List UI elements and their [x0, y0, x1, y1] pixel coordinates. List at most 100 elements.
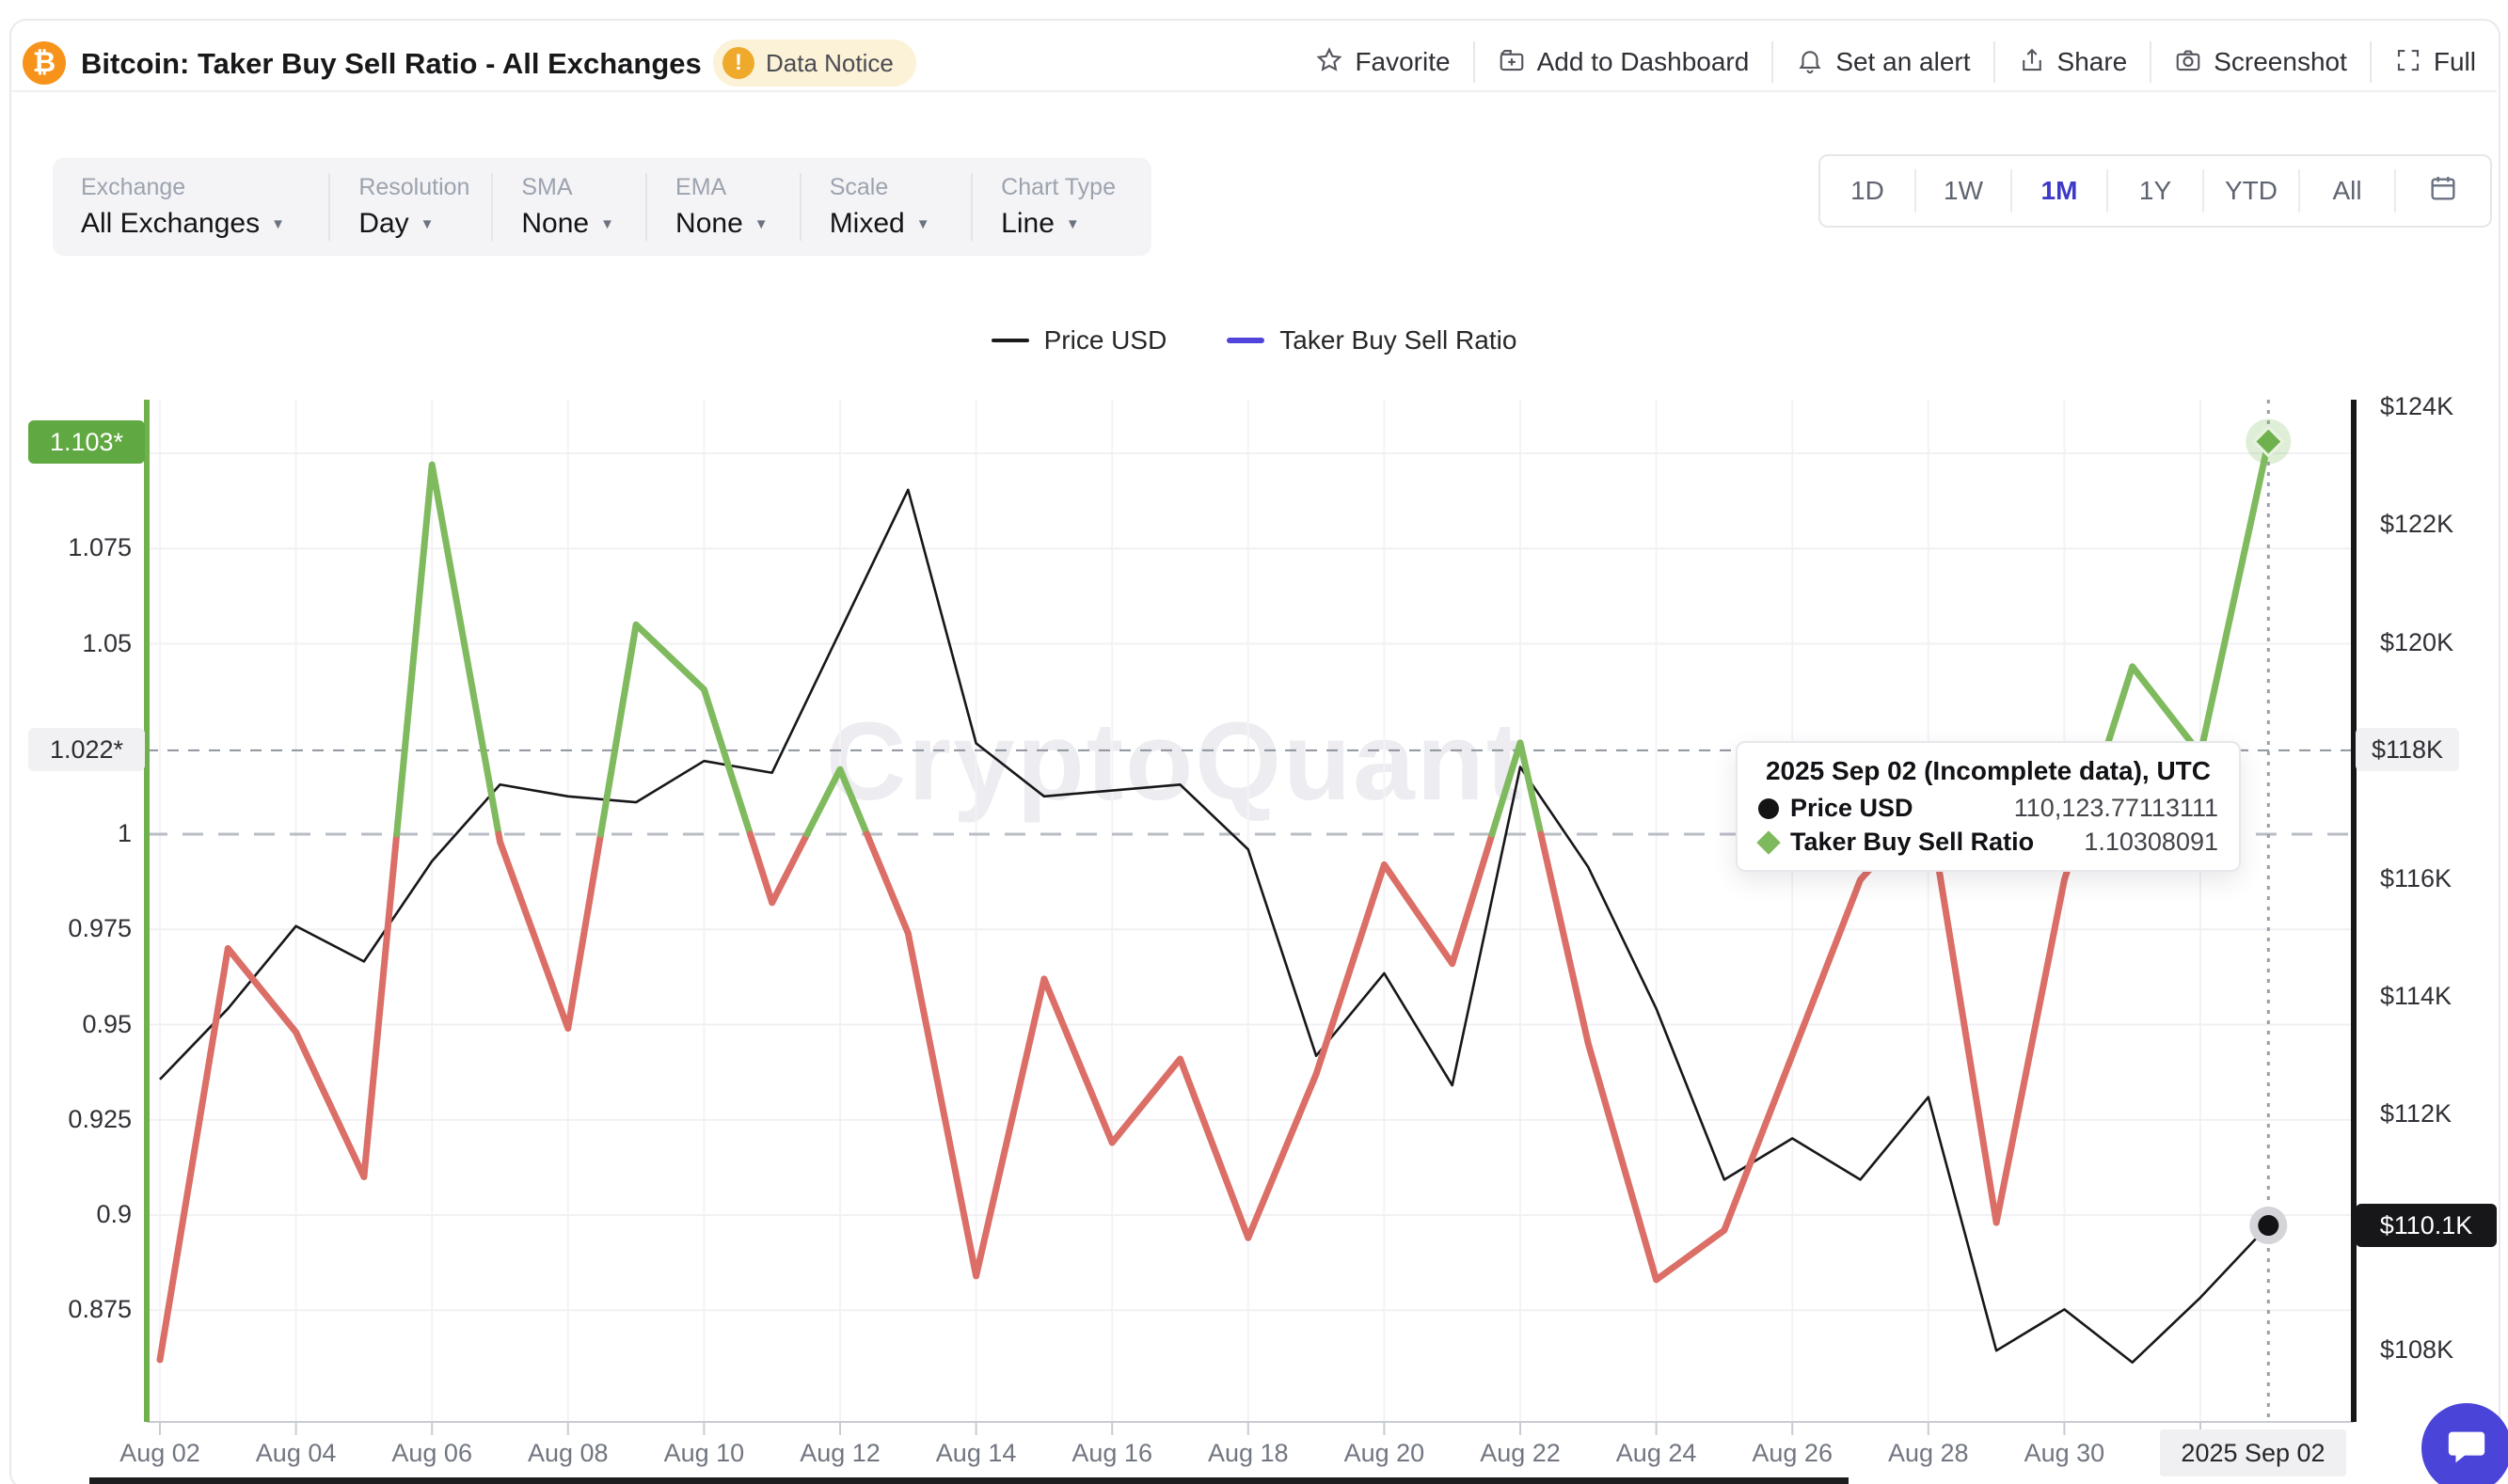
chart-type-value: Line	[1001, 208, 1055, 239]
tooltip-price-value: 110,123.77113111	[2013, 794, 2218, 822]
fullscreen-icon	[2394, 46, 2422, 79]
ratio-line-below-1	[1537, 830, 1905, 1284]
tooltip-date: 2025 Sep 02 (Incomplete data), UTC	[1765, 756, 2212, 785]
price-dot-marker	[2258, 1215, 2279, 1237]
range-1d[interactable]: 1D	[1850, 176, 1884, 205]
ratio-line-above-1	[1488, 739, 1545, 838]
data-notice-badge[interactable]: ! Data Notice	[713, 39, 916, 87]
scale-dropdown[interactable]: Scale Mixed ▼	[799, 173, 971, 241]
fullscreen-button[interactable]: Full	[2394, 46, 2476, 79]
chart-tooltip: 2025 Sep 02 (Incomplete data), UTC Price…	[1736, 741, 2241, 872]
sma-value: None	[521, 208, 590, 239]
ratio-line-below-1	[864, 830, 1496, 1280]
screenshot-button[interactable]: Screenshot	[2174, 46, 2347, 79]
add-to-dashboard-label: Add to Dashboard	[1536, 47, 1750, 76]
chevron-down-icon: ▼	[1065, 215, 1080, 232]
cryptoquant-watermark: CryptoQuant	[826, 700, 1526, 824]
time-range-selector: 1D 1W 1M 1Y YTD All	[1818, 154, 2492, 228]
crosshair-date-badge: 2025 Sep 02	[2160, 1429, 2346, 1476]
divider	[2369, 41, 2372, 83]
sma-label: SMA	[521, 174, 573, 200]
add-to-dashboard-button[interactable]: Add to Dashboard	[1498, 46, 1750, 79]
price-average-badge: $118K	[2356, 728, 2459, 771]
chat-widget-button[interactable]	[2421, 1403, 2508, 1484]
chart-settings-toolbar: Exchange All Exchanges ▼ Resolution Day ▼ …	[53, 158, 1151, 256]
resolution-label: Resolution	[358, 174, 470, 200]
ratio-line-above-1	[597, 621, 754, 838]
scale-value: Mixed	[829, 208, 905, 239]
resolution-value: Day	[358, 208, 409, 239]
legend-price-usd[interactable]: Price USD	[991, 325, 1167, 355]
ema-value: None	[675, 208, 743, 239]
chevron-down-icon: ▼	[600, 215, 614, 232]
range-1m-selected[interactable]: 1M	[2010, 169, 2106, 213]
sma-dropdown[interactable]: SMA None ▼	[491, 173, 645, 241]
set-alert-button[interactable]: Set an alert	[1796, 46, 1971, 79]
tooltip-price-label: Price USD	[1790, 794, 1913, 822]
tooltip-ratio-value: 1.10308091	[2084, 828, 2218, 856]
data-notice-label: Data Notice	[766, 48, 894, 77]
page-title: Bitcoin: Taker Buy Sell Ratio - All Exch…	[81, 47, 702, 80]
ratio-line-below-1	[1929, 830, 2083, 1226]
header-separator	[11, 90, 2497, 92]
range-all[interactable]: All	[2298, 169, 2394, 213]
divider	[2150, 41, 2152, 83]
range-1y[interactable]: 1Y	[2106, 169, 2202, 213]
divider	[1472, 41, 1475, 83]
range-1w[interactable]: 1W	[1914, 169, 2010, 213]
price-line-swatch	[991, 339, 1029, 342]
tooltip-ratio-row: Taker Buy Sell Ratio 1.10308091	[1756, 828, 2218, 857]
star-icon	[1315, 46, 1343, 79]
exclamation-icon: !	[722, 47, 754, 79]
share-button[interactable]: Share	[2018, 46, 2128, 79]
header-actions: Favorite Add to Dashboard Set an alert S…	[1315, 38, 2476, 87]
legend-price-label: Price USD	[1043, 325, 1167, 355]
divider	[1771, 41, 1774, 83]
share-icon	[2018, 46, 2046, 79]
scale-label: Scale	[829, 174, 889, 200]
divider	[1992, 41, 1995, 83]
ratio-diamond-marker	[2252, 425, 2285, 458]
share-label: Share	[2056, 47, 2128, 76]
ratio-current-value-badge: 1.103*	[28, 420, 145, 464]
exchange-value: All Exchanges	[81, 208, 261, 239]
favorite-button[interactable]: Favorite	[1315, 46, 1451, 79]
dashboard-add-icon	[1498, 46, 1526, 79]
ratio-line-swatch	[1227, 338, 1265, 343]
chevron-down-icon: ▼	[420, 215, 435, 232]
exchange-dropdown[interactable]: Exchange All Exchanges ▼	[53, 173, 328, 241]
price-dot-icon	[1758, 797, 1779, 819]
legend-ratio-label: Taker Buy Sell Ratio	[1279, 325, 1517, 355]
price-usd-line	[159, 488, 2270, 1365]
range-ytd[interactable]: YTD	[2202, 169, 2298, 213]
set-alert-label: Set an alert	[1835, 47, 1971, 76]
bell-icon	[1796, 46, 1824, 79]
resolution-dropdown[interactable]: Resolution Day ▼	[328, 173, 491, 241]
ema-label: EMA	[675, 174, 727, 200]
ratio-line-above-1	[803, 766, 871, 838]
screenshot-label: Screenshot	[2214, 47, 2347, 76]
ratio-line-above-1	[393, 461, 502, 838]
exchange-label: Exchange	[81, 174, 186, 200]
chart-type-dropdown[interactable]: Chart Type Line ▼	[971, 173, 1151, 241]
ratio-diamond-icon	[1756, 829, 1781, 855]
calendar-icon	[2428, 173, 2458, 210]
ratio-line-below-1	[746, 830, 811, 907]
chevron-down-icon: ▼	[915, 215, 930, 232]
calendar-button[interactable]	[2394, 169, 2490, 213]
chat-icon	[2445, 1425, 2488, 1473]
tooltip-price-row: Price USD 110,123.77113111	[1758, 794, 2218, 823]
ema-dropdown[interactable]: EMA None ▼	[645, 173, 800, 241]
bitcoin-icon: ₿	[23, 41, 66, 85]
camera-icon	[2174, 46, 2202, 79]
favorite-label: Favorite	[1355, 47, 1451, 76]
chevron-down-icon: ▼	[754, 215, 769, 232]
chevron-down-icon: ▼	[271, 215, 285, 232]
chart-legend: Price USD Taker Buy Sell Ratio	[0, 325, 2508, 355]
next-section-peek	[89, 1477, 1849, 1484]
price-current-value-badge: $110.1K	[2356, 1204, 2497, 1247]
legend-taker-ratio[interactable]: Taker Buy Sell Ratio	[1227, 325, 1516, 355]
ratio-average-badge: 1.022*	[28, 728, 145, 771]
ratio-line-below-1	[495, 830, 605, 1033]
